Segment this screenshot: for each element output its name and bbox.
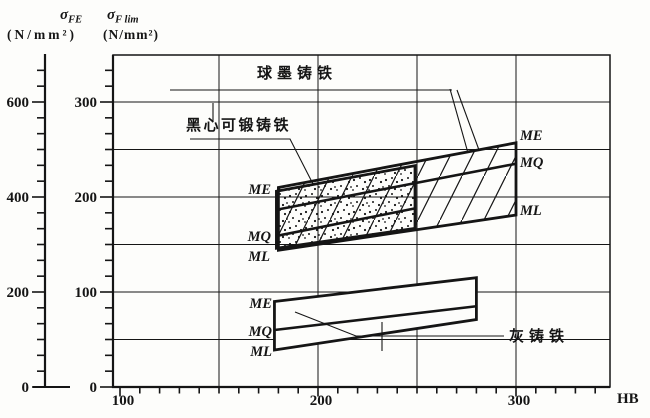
leader-malleable-cast-iron [190,138,314,185]
band-黑心可锻铸铁 [275,163,417,250]
ticklabel-hb-100: 100 [112,393,135,409]
material-bands [273,141,518,352]
ticklabel-sigma-flim-300: 300 [75,95,98,111]
grade-nodular-mq: MQ [519,155,544,171]
ticklabel-sigma-fe-400: 400 [7,190,30,206]
ticklabel-sigma-flim-0: 0 [90,380,98,396]
leader-grey-cast-iron [294,311,504,351]
hb-axis-label: HB [617,391,639,407]
grade-nodular-me: ME [519,128,543,144]
ticklabel-sigma-fe-200: 200 [7,285,30,301]
grade-malleable-mq: MQ [247,229,272,245]
label-malleable-cast-iron: 黑心可锻铸铁 [186,116,291,134]
grade-grey-me: ME [248,296,272,312]
label-grey-cast-iron: 灰铸铁 [509,327,569,345]
axis-tick-labels: 0 200 400 600 0 100 200 300 100 200 300 [7,95,531,409]
band-黑心可锻铸铁-mq-line [276,207,416,238]
sigma-fe-axis-unit: (N/mm²) [7,27,77,42]
band-灰铸铁-mq-line [274,304,477,332]
ticklabel-sigma-fe-600: 600 [7,95,30,111]
ticklabel-hb-300: 300 [508,393,531,409]
axis-ticks [32,69,597,397]
band-灰铸铁 [273,276,478,352]
grade-grey-ml: ML [249,344,272,360]
sigma-flim-axis-unit: (N/mm²) [103,27,159,42]
label-nodular-cast-iron: 球墨铸铁 [257,64,337,82]
grade-malleable-ml: ML [247,249,270,265]
ticklabel-hb-200: 200 [310,393,333,409]
grade-nodular-ml: ML [519,203,542,219]
ticklabel-sigma-flim-200: 200 [75,190,98,206]
sigma-fe-axis-title: σFE [60,7,82,26]
leader-nodular-cast-iron [170,88,480,154]
ticklabel-sigma-fe-0: 0 [22,380,30,396]
ticklabel-sigma-flim-100: 100 [75,285,98,301]
sigma-flim-axis-title: σF lim [107,7,139,26]
grade-malleable-me: ME [247,182,271,198]
grade-grey-mq: MQ [248,324,273,340]
